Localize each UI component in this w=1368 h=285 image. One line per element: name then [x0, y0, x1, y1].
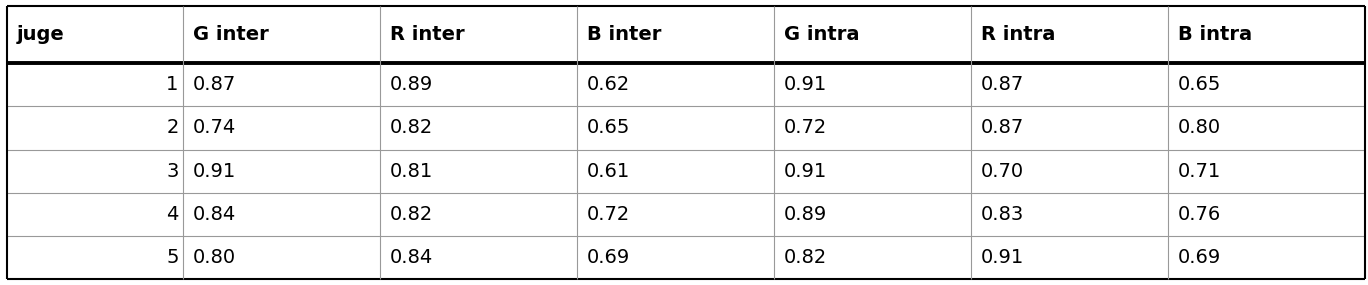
Text: 0.76: 0.76	[1178, 205, 1222, 224]
Text: 0.84: 0.84	[193, 205, 237, 224]
Text: 0.72: 0.72	[784, 119, 828, 137]
Text: 0.70: 0.70	[981, 162, 1025, 181]
Text: 0.82: 0.82	[784, 248, 828, 267]
Text: 5: 5	[166, 248, 179, 267]
Text: 0.81: 0.81	[390, 162, 434, 181]
Text: G intra: G intra	[784, 25, 859, 44]
Text: 0.69: 0.69	[1178, 248, 1222, 267]
Text: 0.91: 0.91	[784, 75, 828, 94]
Text: 3: 3	[167, 162, 179, 181]
Text: 4: 4	[167, 205, 179, 224]
Text: 0.74: 0.74	[193, 119, 237, 137]
Text: 0.91: 0.91	[193, 162, 237, 181]
Text: 0.82: 0.82	[390, 205, 434, 224]
Text: 0.87: 0.87	[981, 119, 1025, 137]
Text: R inter: R inter	[390, 25, 465, 44]
Text: 0.91: 0.91	[784, 162, 828, 181]
Text: 0.80: 0.80	[193, 248, 237, 267]
Text: 0.61: 0.61	[587, 162, 631, 181]
Text: G inter: G inter	[193, 25, 268, 44]
Text: 0.80: 0.80	[1178, 119, 1222, 137]
Text: 0.89: 0.89	[390, 75, 434, 94]
Text: 0.65: 0.65	[1178, 75, 1222, 94]
Text: juge: juge	[16, 25, 64, 44]
Text: 0.91: 0.91	[981, 248, 1025, 267]
Text: 0.82: 0.82	[390, 119, 434, 137]
Text: 0.83: 0.83	[981, 205, 1025, 224]
Text: 0.87: 0.87	[193, 75, 237, 94]
Text: 0.65: 0.65	[587, 119, 631, 137]
Text: 0.84: 0.84	[390, 248, 434, 267]
Text: 1: 1	[167, 75, 179, 94]
Text: 0.89: 0.89	[784, 205, 828, 224]
Text: 0.71: 0.71	[1178, 162, 1222, 181]
Text: 2: 2	[167, 119, 179, 137]
Text: 0.69: 0.69	[587, 248, 631, 267]
Text: R intra: R intra	[981, 25, 1055, 44]
Text: 0.72: 0.72	[587, 205, 631, 224]
Text: B intra: B intra	[1178, 25, 1252, 44]
Text: 0.62: 0.62	[587, 75, 631, 94]
Text: 0.87: 0.87	[981, 75, 1025, 94]
Text: B inter: B inter	[587, 25, 661, 44]
